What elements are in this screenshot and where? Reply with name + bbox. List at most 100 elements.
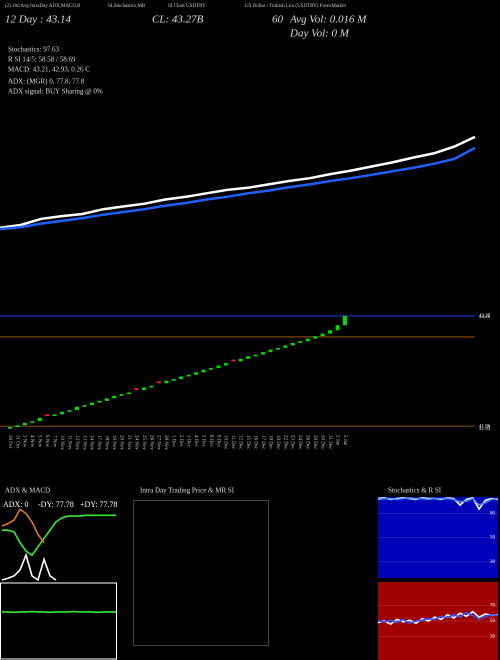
x-tick-label: 4 Nov — [29, 435, 34, 448]
candle-body — [134, 388, 139, 390]
series-line — [1, 552, 57, 582]
x-tick-label: 12 Dec — [238, 435, 243, 450]
header-text: ADX signal: BUY Sharing @ 0% — [8, 88, 103, 96]
candle-body — [119, 394, 124, 396]
x-tick-label: 16 Dec — [253, 435, 258, 450]
candle-body — [313, 336, 318, 339]
x-tick-label: 25 Nov — [141, 435, 146, 450]
macd-frame — [0, 582, 117, 660]
panel-label: ADX: 0 — [3, 500, 29, 509]
x-tick-label: 17 Nov — [96, 435, 101, 450]
y-tick-label: 50 — [490, 619, 496, 624]
y-tick-label: 43.27 — [479, 314, 491, 319]
header-text: SI Chart USDTRY — [168, 4, 206, 9]
candle-body — [104, 398, 109, 401]
series-line — [2, 610, 116, 614]
candle-body — [112, 395, 117, 399]
panel-label: +DY: 77.78 — [80, 500, 118, 509]
candle-body — [268, 349, 273, 353]
header-text: R SI 14/5: 58.58 / 58.69 — [8, 56, 76, 64]
x-tick-label: 6 Nov — [44, 435, 49, 448]
series-line — [377, 496, 499, 507]
panel-title: ADX & MACD — [5, 487, 50, 495]
y-tick-label: 41.93 — [479, 427, 491, 432]
x-tick-label: 31 Oct — [14, 435, 19, 449]
candle-body — [37, 417, 42, 422]
x-tick-label: 24 Dec — [297, 435, 302, 450]
candle-body — [8, 426, 12, 429]
x-tick-label: 11 Nov — [66, 435, 71, 450]
x-tick-label: 11 Dec — [230, 435, 235, 450]
header-text: SI,Stochastics,MR — [108, 4, 146, 9]
candle-body — [82, 405, 87, 407]
x-tick-label: 31 Dec — [327, 435, 332, 450]
x-tick-label: 17 Dec — [260, 435, 265, 450]
x-tick-label: 5 Dec — [200, 435, 205, 448]
x-tick-label: 14 Nov — [89, 435, 94, 450]
candle-body — [261, 352, 266, 355]
panel-background — [378, 582, 498, 660]
intraday-frame — [133, 500, 269, 646]
candle-body — [171, 379, 176, 381]
x-tick-label: 5 Jan — [342, 435, 347, 446]
candle-body — [127, 392, 132, 395]
y-tick-label: 70 — [490, 604, 496, 609]
panel-title: Intra Day Trading Price & MR SI — [140, 487, 235, 495]
x-tick-label: 30 Dec — [320, 435, 325, 450]
header-text: US Dollar / Turkish Lira (USDTRY) ForexM… — [245, 4, 346, 9]
header-text: ADX: (MGR) 0, 77.8, 77.8 — [8, 78, 85, 86]
panel-background — [378, 497, 498, 578]
x-tick-label: 21 Nov — [126, 435, 131, 450]
header-text: MACD: 43.21, 42.93, 0.26 C — [8, 66, 90, 74]
candle-body — [67, 410, 72, 412]
x-tick-label: 2 Jan — [334, 435, 339, 446]
candle-body — [30, 421, 35, 423]
x-tick-label: 22 Dec — [282, 435, 287, 450]
series-line — [2, 514, 116, 557]
candle-body — [253, 354, 258, 357]
y-tick-label: 41.96 — [479, 424, 491, 429]
x-tick-label: 3 Nov — [22, 435, 27, 448]
candle-body — [179, 376, 184, 380]
x-tick-label: 9 Dec — [215, 435, 220, 448]
candle-body — [22, 422, 27, 426]
x-tick-label: 26 Nov — [148, 435, 153, 450]
candle-body — [216, 365, 221, 369]
panel-title: Stochastics & R SI — [388, 487, 442, 495]
candle-body — [343, 315, 347, 326]
x-tick-label: 29 Dec — [312, 435, 317, 450]
x-tick-label: 15 Dec — [245, 435, 250, 450]
y-tick-label: 20 — [490, 560, 496, 565]
x-tick-label: 10 Nov — [59, 435, 64, 450]
candle-body — [238, 358, 243, 362]
candle-body — [149, 385, 154, 388]
x-tick-label: 1 Dec — [171, 435, 176, 448]
x-tick-label: 13 Nov — [81, 435, 86, 450]
series-line — [377, 611, 499, 625]
candle-body — [223, 363, 228, 366]
x-tick-label: 23 Dec — [290, 435, 295, 450]
x-tick-label: 18 Nov — [104, 435, 109, 450]
y-tick-label: 30 — [490, 635, 496, 640]
candle-body — [209, 368, 213, 370]
x-tick-label: 26 Dec — [305, 435, 310, 450]
series-line — [1, 508, 45, 544]
candle-body — [194, 372, 199, 375]
candle-body — [164, 380, 169, 384]
header-text: Avg Vol: 0.016 M — [289, 14, 367, 26]
x-tick-label: 20 Nov — [119, 435, 124, 450]
candle-body — [156, 381, 161, 384]
x-tick-label: 19 Nov — [111, 435, 116, 450]
x-tick-label: 4 Dec — [193, 435, 198, 448]
candle-body — [283, 345, 288, 348]
x-tick-label: 27 Nov — [156, 435, 161, 450]
candle-body — [60, 411, 65, 415]
header-text: Stochastics: 97.63 — [8, 46, 59, 54]
header-text: (2) 20d Avg IntraDay ADX,MACD,R — [5, 4, 81, 9]
x-tick-label: 2 Dec — [178, 435, 183, 448]
candle-body — [142, 387, 146, 390]
candle-body — [335, 325, 340, 331]
y-tick-label: 80 — [490, 511, 496, 516]
panel-label: -DY: 77.78 — [38, 500, 74, 509]
candle-body — [15, 425, 20, 427]
